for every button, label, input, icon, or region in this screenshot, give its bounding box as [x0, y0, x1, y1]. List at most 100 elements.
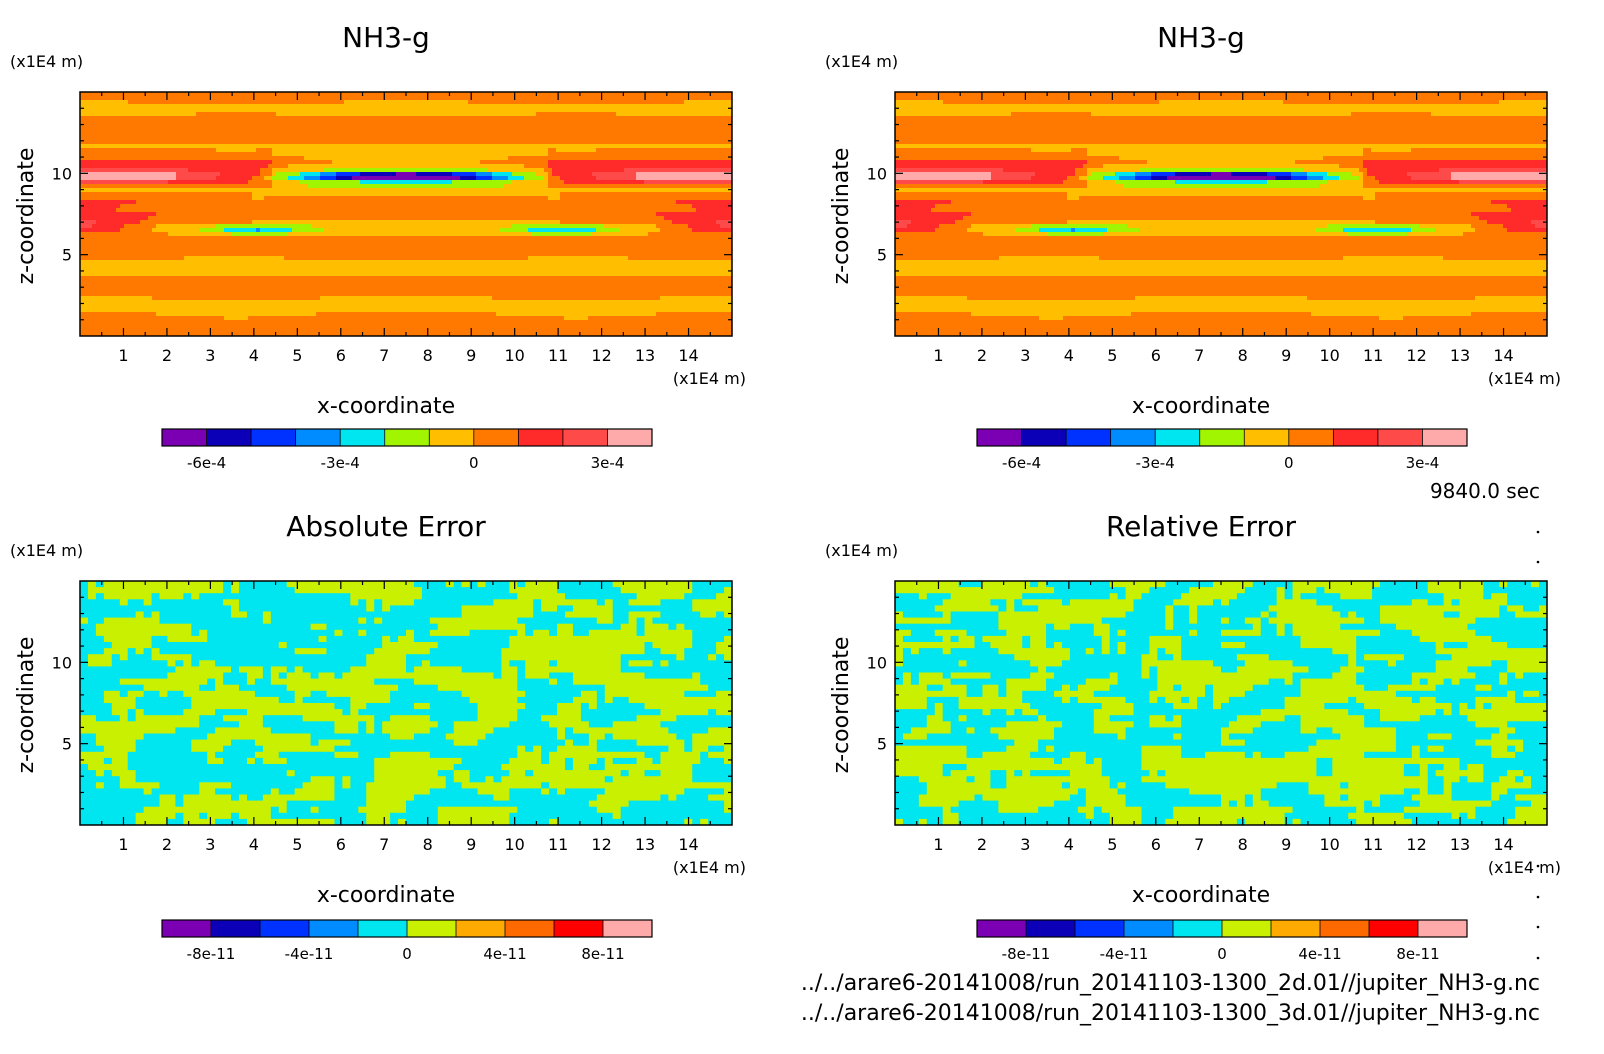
colorbar: -6e-4 -3e-4 0 3e-4 — [161, 428, 653, 472]
x-tick-label: 5 — [292, 835, 302, 854]
colorbar-segment — [162, 920, 211, 937]
colorbar-segment — [562, 429, 608, 446]
x-tick-label: 9 — [466, 835, 476, 854]
colorbar-tick-label: 8e-11 — [581, 945, 624, 963]
chart-title: NH3-g — [1157, 21, 1245, 54]
colorbar-tick-label: 0 — [402, 945, 412, 963]
y-tick-label: 10 — [867, 164, 887, 183]
colorbar-segment — [162, 429, 207, 446]
x-tick-label: 10 — [504, 835, 524, 854]
x-tick-label: 7 — [1194, 835, 1204, 854]
colorbar-segment — [1377, 429, 1423, 446]
colorbar-segment — [1369, 920, 1418, 937]
colorbar-segment — [1124, 920, 1173, 937]
colorbar-segment — [1333, 429, 1378, 446]
y-tick-label: 10 — [52, 653, 72, 672]
x-tick-label: 11 — [1363, 346, 1383, 365]
x-tick-label: 14 — [678, 346, 698, 365]
colorbar-segment — [1021, 429, 1067, 446]
colorbar-tick-label: 3e-4 — [591, 454, 625, 472]
colorbar-segment — [260, 920, 309, 937]
x-tick-label: 4 — [249, 835, 259, 854]
x-tick-label: 3 — [205, 346, 215, 365]
colorbar-segment — [1320, 920, 1369, 937]
time-label: 9840.0 sec — [1430, 479, 1540, 503]
colorbar-segment — [1244, 429, 1289, 446]
colorbar-tick-label: -8e-11 — [1002, 945, 1051, 963]
file-path-2: ../../arare6-20141008/run_20141103-1300_… — [801, 1001, 1540, 1026]
colorbar-tick-label: -3e-4 — [1136, 454, 1175, 472]
y-tick-label: 5 — [62, 735, 72, 754]
x-tick-label: 9 — [1281, 835, 1291, 854]
x-tick-label: 8 — [1238, 346, 1248, 365]
x-tick-label: 11 — [548, 835, 568, 854]
x-axis-label: x-coordinate — [1132, 883, 1270, 908]
x-tick-label: 4 — [1064, 835, 1074, 854]
colorbar-segment — [295, 429, 341, 446]
colorbar-segment — [554, 920, 603, 937]
colorbar-tick-label: 3e-4 — [1406, 454, 1440, 472]
y-axis-label: z-coordinate — [14, 637, 39, 774]
x-tick-label: 13 — [1450, 835, 1470, 854]
x-axis-label: x-coordinate — [317, 883, 455, 908]
chart-title: Relative Error — [1106, 510, 1297, 543]
heatmap-field — [80, 581, 732, 825]
x-unit-label: (x1E4 m) — [1488, 858, 1561, 877]
x-tick-label: 10 — [1319, 346, 1339, 365]
x-axis-label: x-coordinate — [317, 394, 455, 419]
colorbar-segment — [1155, 429, 1200, 446]
y-tick-label: 10 — [52, 164, 72, 183]
colorbar-tick-label: 0 — [1217, 945, 1227, 963]
x-tick-label: 5 — [292, 346, 302, 365]
x-tick-label: 10 — [1319, 835, 1339, 854]
x-tick-label: 2 — [162, 346, 172, 365]
colorbar-tick-label: 8e-11 — [1396, 945, 1439, 963]
y-axis-label: z-coordinate — [14, 148, 39, 285]
heatmap-field — [80, 92, 732, 336]
x-tick-label: 2 — [977, 346, 987, 365]
colorbar-segment — [1222, 920, 1271, 937]
x-tick-label: 2 — [162, 835, 172, 854]
x-tick-label: 14 — [1493, 346, 1513, 365]
colorbar-segment — [456, 920, 505, 937]
colorbar-segment — [251, 429, 296, 446]
x-tick-label: 2 — [977, 835, 987, 854]
colorbar-segment — [518, 429, 563, 446]
x-tick-label: 7 — [1194, 346, 1204, 365]
x-tick-label: 12 — [1406, 346, 1426, 365]
z-unit-label: (x1E4 m) — [825, 541, 898, 560]
colorbar-segment — [1066, 429, 1111, 446]
colorbar-segment — [1418, 920, 1467, 937]
colorbar-segment — [407, 920, 456, 937]
x-tick-label: 8 — [423, 835, 433, 854]
colorbar-segment — [1173, 920, 1222, 937]
x-tick-label: 1 — [933, 835, 943, 854]
x-tick-label: 6 — [336, 346, 346, 365]
x-unit-label: (x1E4 m) — [673, 369, 746, 388]
x-tick-label: 4 — [1064, 346, 1074, 365]
heatmap-field — [895, 581, 1547, 825]
y-tick-label: 5 — [877, 735, 887, 754]
file-path-1: ../../arare6-20141008/run_20141103-1300_… — [801, 971, 1540, 996]
x-tick-label: 11 — [548, 346, 568, 365]
x-tick-label: 14 — [1493, 835, 1513, 854]
colorbar-tick-label: -6e-4 — [187, 454, 226, 472]
x-tick-label: 6 — [1151, 835, 1161, 854]
colorbar-segment — [1271, 920, 1320, 937]
colorbar-segment — [1422, 429, 1467, 446]
colorbar-tick-label: -8e-11 — [187, 945, 236, 963]
colorbar-segment — [206, 429, 252, 446]
x-tick-label: 11 — [1363, 835, 1383, 854]
colorbar: -8e-11 -4e-11 0 4e-11 8e-11 — [161, 919, 653, 963]
colorbar-tick-label: 4e-11 — [483, 945, 526, 963]
x-unit-label: (x1E4 m) — [673, 858, 746, 877]
chart-title: NH3-g — [342, 21, 430, 54]
colorbar-segment — [1075, 920, 1124, 937]
colorbar-segment — [358, 920, 407, 937]
y-axis-label: z-coordinate — [829, 637, 854, 774]
margin-dots — [1536, 530, 1540, 960]
colorbar: -8e-11 -4e-11 0 4e-11 8e-11 — [976, 919, 1468, 963]
colorbar-segment — [1199, 429, 1245, 446]
